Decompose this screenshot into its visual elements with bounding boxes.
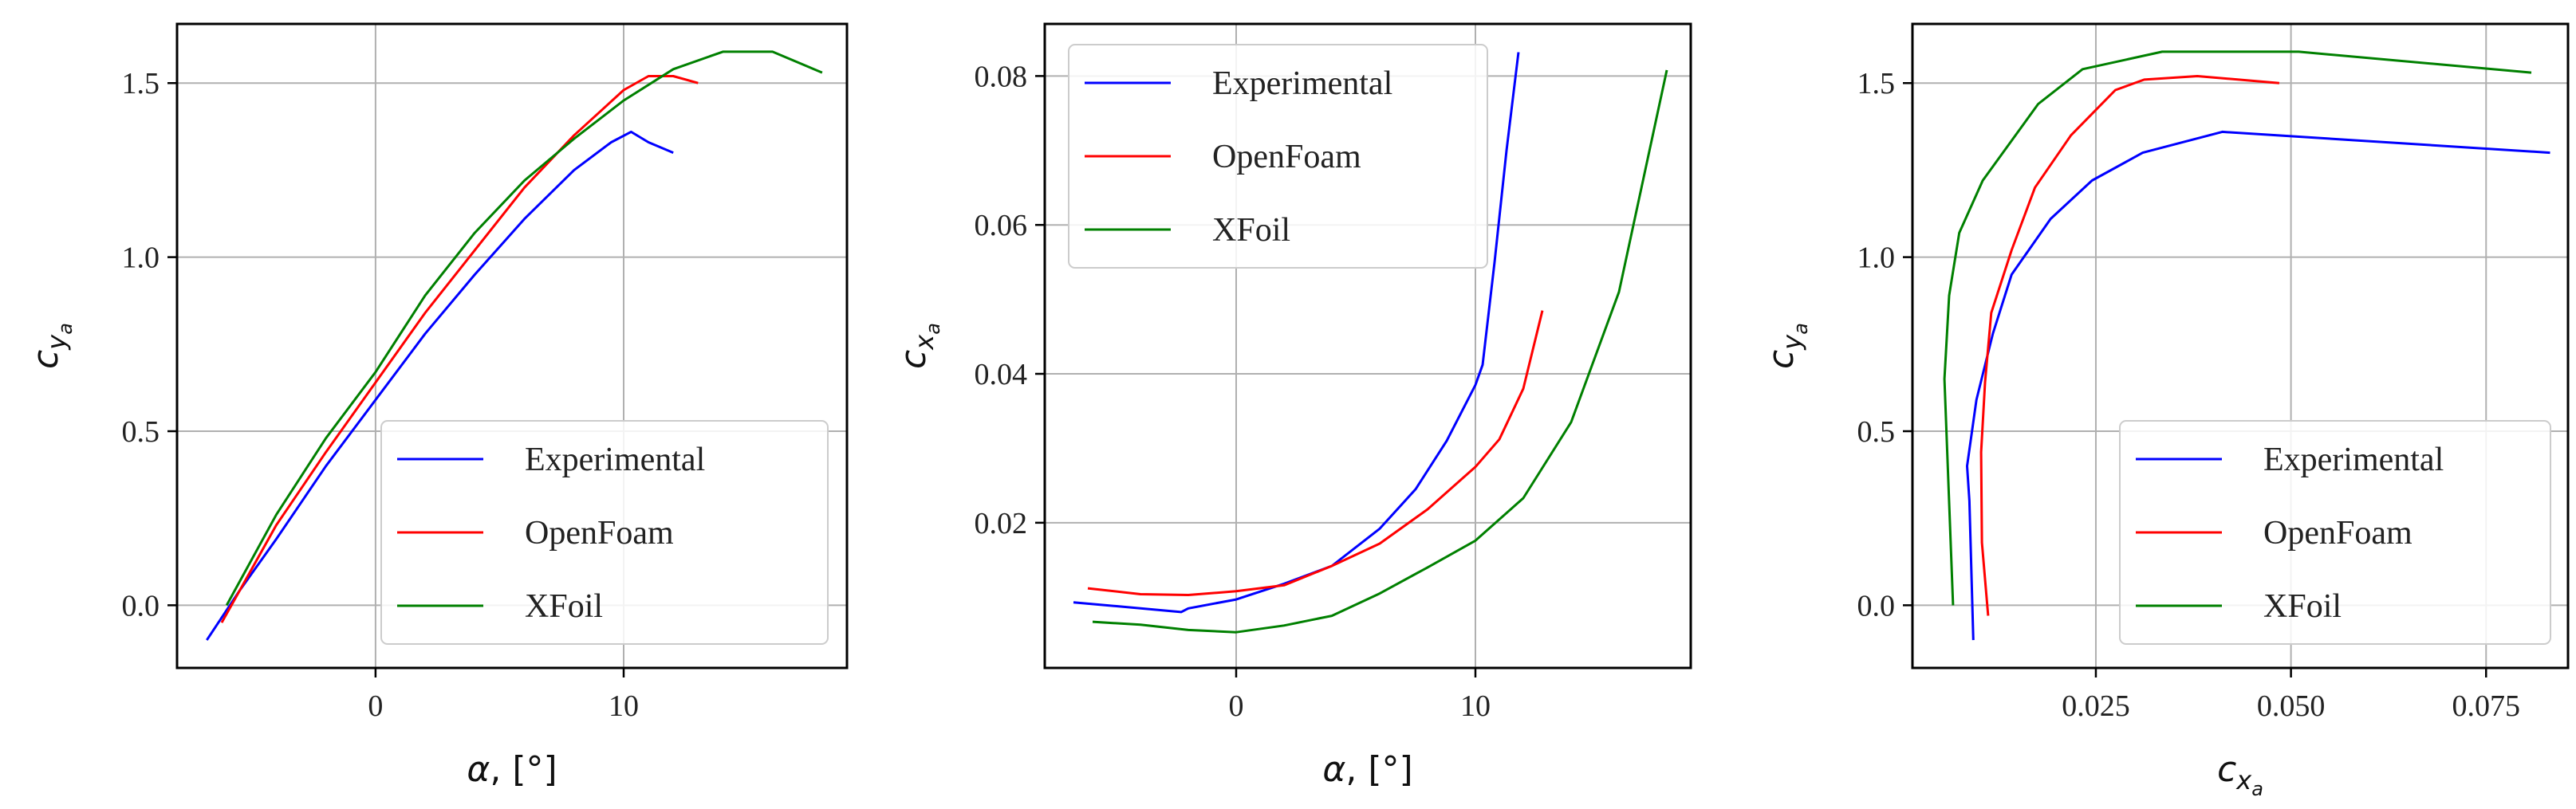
y-tick-label: 1.5: [1857, 67, 1896, 100]
y-tick-label: 0.08: [975, 60, 1028, 93]
legend-label: XFoil: [525, 588, 603, 625]
series-line-xfoil: [1092, 69, 1668, 634]
y-tick-label: 0.0: [1857, 589, 1896, 622]
legend-box: [380, 420, 829, 645]
series-line-xfoil: [225, 50, 823, 607]
plot-frame: [1911, 22, 2570, 670]
y-tick-label: 0.06: [975, 209, 1028, 242]
legend-label: XFoil: [2263, 588, 2342, 625]
series-line-xfoil: [1943, 50, 2532, 606]
x-tick-label: 0.050: [2257, 689, 2326, 723]
y-tick-label: 0.02: [975, 507, 1028, 540]
x-axis-label: α, [°]: [1322, 749, 1412, 790]
y-tick-label: 1.0: [122, 242, 160, 275]
legend: Experimental OpenFoam XFoil: [380, 420, 829, 645]
series-line-openfoam: [1087, 310, 1544, 596]
x-axis-label: cxa: [2217, 749, 2263, 800]
y-tick-label: 1.5: [122, 67, 160, 100]
chart-panel-1: 0 10 0.0 0.5 1.0 1.5 α, [°] cya Experimental Open…: [26, 22, 849, 790]
series-line-openfoam: [220, 75, 699, 623]
legend-label: OpenFoam: [2263, 515, 2413, 552]
legend: Experimental OpenFoam XFoil: [1068, 44, 1488, 269]
series-line-experimental: [206, 130, 674, 641]
chart-panel-3: 0.025 0.050 0.075 0.0 0.5 1.0 1.5 cxa cya Experim…: [1761, 22, 2570, 800]
chart-panel-2: 0 10 0.02 0.04 0.06 0.08 α, [°] cxa Experimental…: [893, 22, 1692, 790]
y-axis-label: cya: [1761, 323, 1812, 369]
legend-label: XFoil: [1212, 212, 1290, 249]
legend-label: Experimental: [525, 442, 705, 478]
y-axis-label: cya: [26, 323, 77, 369]
legend-box: [2119, 420, 2551, 645]
legend-box: [1068, 44, 1488, 269]
y-tick-label: 1.0: [1857, 242, 1896, 275]
x-axis-label: α, [°]: [467, 749, 557, 790]
series-line-openfoam: [1979, 75, 2280, 616]
y-tick-label: 0.04: [975, 358, 1028, 391]
plot-frame: [1043, 22, 1692, 670]
plot-frame: [175, 22, 849, 670]
y-tick-label: 0.5: [122, 415, 160, 449]
x-tick-label: 0.075: [2452, 689, 2521, 723]
series-line-experimental: [1073, 52, 1520, 614]
legend-label: Experimental: [2263, 442, 2444, 478]
x-tick-label: 10: [609, 689, 639, 723]
series-line-experimental: [1966, 130, 2550, 641]
y-tick-label: 0.5: [1857, 415, 1896, 449]
legend: Experimental OpenFoam XFoil: [2119, 420, 2551, 645]
legend-label: OpenFoam: [525, 515, 674, 552]
legend-label: OpenFoam: [1212, 139, 1361, 175]
x-tick-label: 0: [368, 689, 383, 723]
x-tick-label: 0.025: [2062, 689, 2130, 723]
x-tick-label: 0: [1229, 689, 1244, 723]
legend-label: Experimental: [1212, 65, 1392, 102]
y-axis-label: cxa: [893, 323, 944, 369]
y-tick-label: 0.0: [122, 589, 160, 622]
x-tick-label: 10: [1460, 689, 1491, 723]
